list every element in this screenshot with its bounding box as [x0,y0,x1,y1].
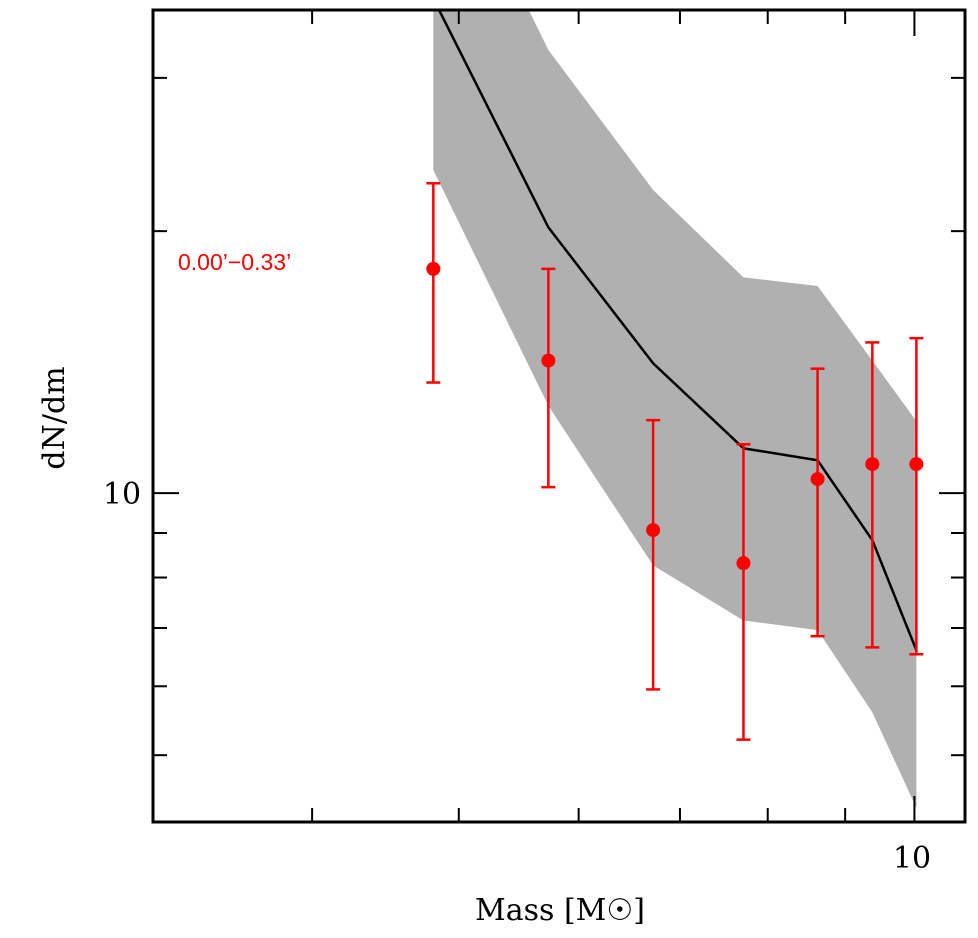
radial-range-annotation: 0.00’−0.33’ [178,249,291,275]
data-marker [865,457,880,472]
data-point-3 [646,418,661,691]
y-axis-title: dN/dm [37,366,72,469]
data-marker [909,457,924,472]
data-point-4 [736,443,751,741]
data-point-1 [426,182,441,384]
data-point-5 [810,367,825,638]
data-point-6 [865,341,880,649]
data-marker [810,472,825,487]
x-tick-label-10: 10 [893,841,931,876]
data-marker [426,261,441,276]
data-marker [736,556,751,571]
data-marker [541,353,556,368]
model-range-band [433,10,917,808]
data-point-7 [909,336,924,656]
x-axis-title: Mass [M☉] [475,893,645,928]
y-tick-label-10: 10 [103,477,141,512]
plot-frame [151,8,967,824]
data-point-2 [541,267,556,489]
data-marker [646,523,661,538]
